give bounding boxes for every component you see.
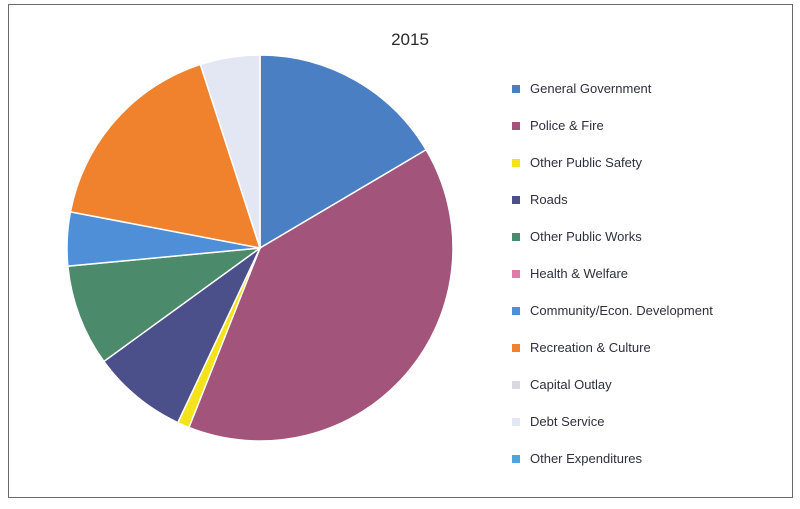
legend-label: Other Public Safety	[530, 155, 642, 170]
legend-swatch	[512, 269, 520, 278]
legend-item: Capital Outlay	[512, 366, 713, 403]
chart-title: 2015	[391, 30, 429, 49]
legend-swatch	[512, 306, 520, 315]
legend-item: Other Expenditures	[512, 440, 713, 477]
legend-label: Other Expenditures	[530, 451, 643, 466]
legend-swatch	[512, 195, 520, 204]
legend-item: Debt Service	[512, 403, 713, 440]
legend-label: Debt Service	[530, 414, 605, 429]
legend-item: General Government	[512, 70, 713, 107]
legend-label: Health & Welfare	[530, 266, 629, 281]
legend-item: Health & Welfare	[512, 255, 713, 292]
legend-label: Police & Fire	[530, 118, 604, 133]
legend-swatch	[512, 158, 520, 167]
legend-item: Recreation & Culture	[512, 329, 713, 366]
legend-swatch	[512, 232, 520, 241]
legend-swatch	[512, 454, 520, 463]
legend-label: Other Public Works	[530, 229, 642, 244]
legend-swatch	[512, 121, 520, 130]
legend-label: Capital Outlay	[530, 377, 612, 392]
legend-swatch	[512, 343, 520, 352]
pie-slice-other-public-works	[67, 246, 263, 363]
pie-slice-recreation-culture	[69, 63, 262, 249]
legend-swatch	[512, 417, 520, 426]
legend-label: Roads	[530, 192, 568, 207]
legend-item: Other Public Works	[512, 218, 713, 255]
legend-label: General Government	[530, 81, 652, 96]
chart-legend: General Government Police & Fire Other Pub…	[512, 70, 713, 477]
legend-swatch	[512, 84, 520, 93]
pie-slice-police-fire	[187, 148, 454, 442]
pie-slice-debt-service	[199, 54, 261, 249]
legend-item: Community/Econ. Development	[512, 292, 713, 329]
legend-item: Roads	[512, 181, 713, 218]
legend-item: Other Public Safety	[512, 144, 713, 181]
pie-slice-general-government	[259, 54, 428, 250]
legend-swatch	[512, 380, 520, 389]
legend-label: Recreation & Culture	[530, 340, 651, 355]
pie-slice-roads	[102, 247, 261, 424]
legend-item: Police & Fire	[512, 107, 713, 144]
legend-label: Community/Econ. Development	[530, 303, 713, 318]
